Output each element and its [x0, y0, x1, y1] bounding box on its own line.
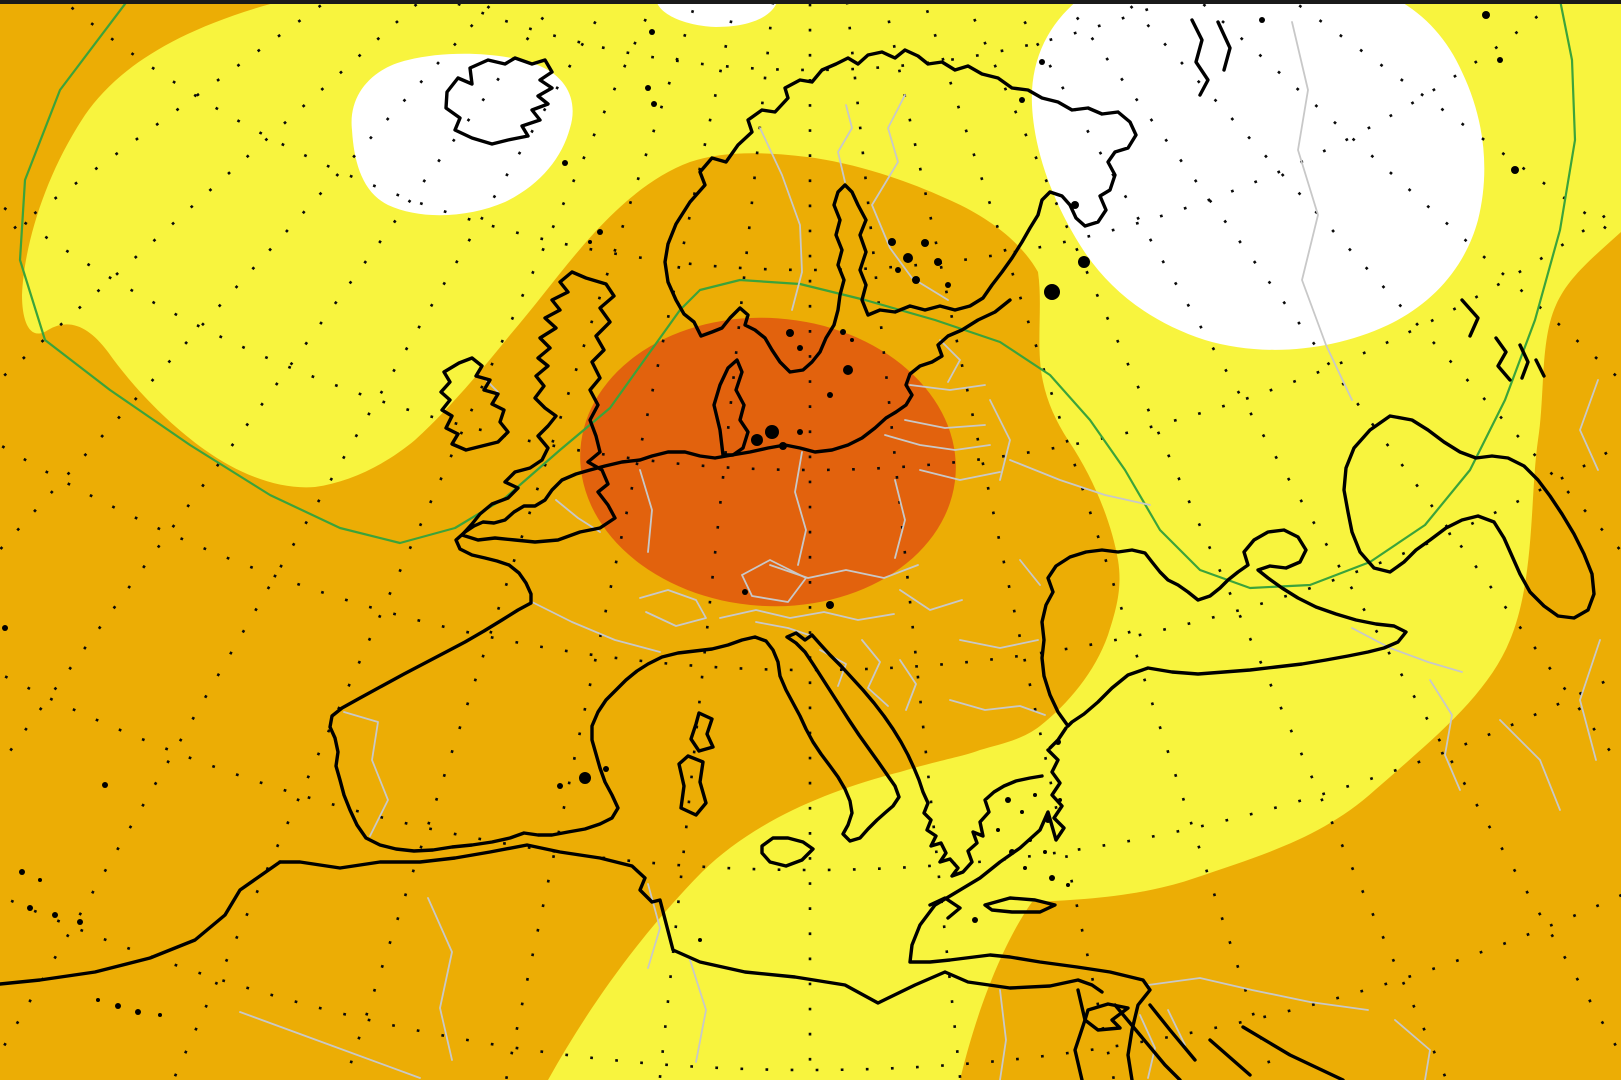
green-contour-line [18, 0, 1577, 590]
anomaly-white-blob-northeast [1031, 0, 1485, 350]
island-and-lake-specks [2, 11, 1519, 1017]
top-frame-line [0, 0, 1621, 4]
coastlines [0, 18, 1596, 1080]
anomaly-core-dark-orange-ellipse [580, 317, 956, 607]
anomaly-white-blob-top-center [656, 0, 778, 27]
